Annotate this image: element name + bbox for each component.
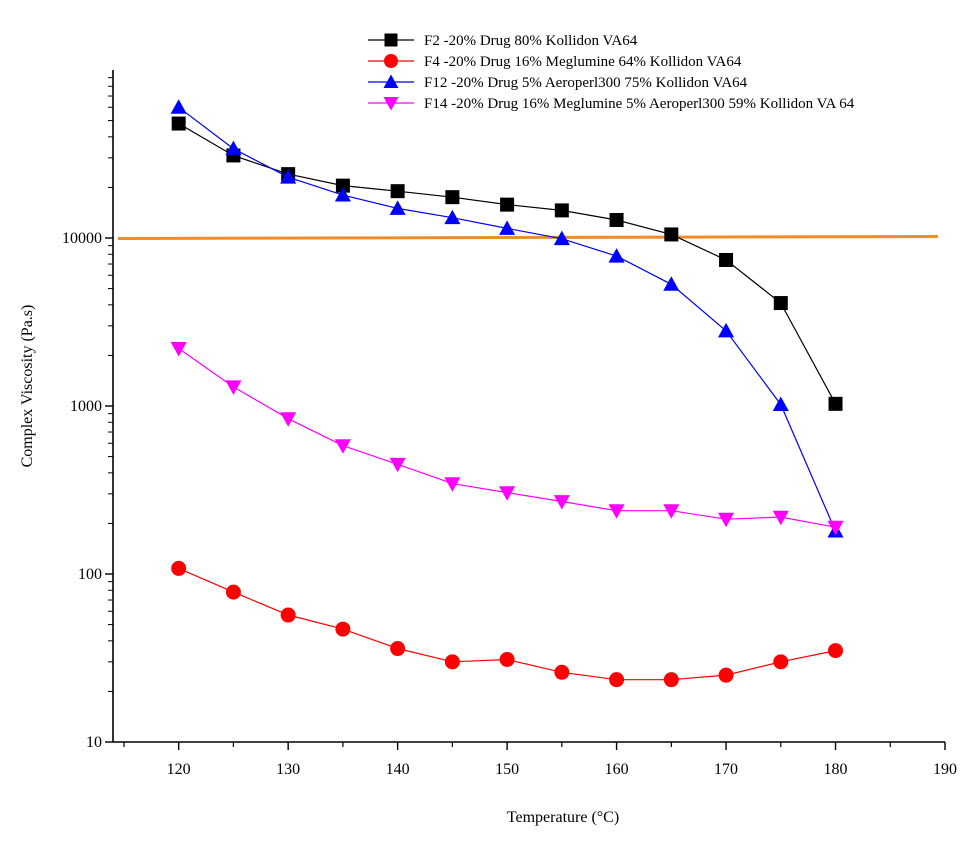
series-line [178, 106, 837, 532]
x-tick-label: 180 [824, 761, 848, 778]
data-point [389, 457, 406, 473]
x-axis-label: Temperature (°C) [507, 809, 619, 826]
data-point [384, 54, 398, 68]
data-point [499, 486, 516, 501]
data-point [171, 116, 186, 131]
data-point [553, 230, 570, 246]
series-group [171, 560, 844, 688]
data-point [663, 672, 679, 688]
x-tick-label: 150 [495, 761, 519, 778]
series-group [170, 99, 844, 538]
data-point [772, 396, 789, 411]
plot-area [117, 99, 939, 688]
data-point [609, 212, 624, 227]
data-point [608, 248, 625, 263]
data-point [445, 190, 460, 205]
data-point [663, 276, 680, 291]
data-point [280, 412, 297, 427]
legend-label: F2 -20% Drug 80% Kollidon VA64 [424, 33, 638, 49]
data-point [383, 97, 399, 111]
y-tick-label: 100 [78, 566, 102, 583]
data-point [335, 178, 350, 193]
data-point [389, 200, 406, 215]
legend-label: F4 -20% Drug 16% Meglumine 64% Kollidon … [424, 54, 742, 70]
series-group [171, 116, 843, 411]
data-point [334, 439, 351, 454]
data-point [553, 495, 570, 510]
data-point [225, 584, 241, 600]
data-point [384, 33, 398, 47]
data-point [608, 504, 625, 519]
data-point [170, 99, 187, 114]
data-point [280, 169, 297, 184]
x-tick-label: 170 [714, 761, 738, 778]
data-point [335, 621, 351, 637]
data-point [171, 560, 187, 576]
data-point [609, 672, 625, 688]
data-point [225, 380, 242, 395]
legend-label: F14 -20% Drug 16% Meglumine 5% Aeroperl3… [424, 96, 855, 112]
data-point [170, 342, 187, 357]
data-point [444, 477, 461, 492]
data-point [444, 209, 461, 225]
y-axis-label: Complex Viscosity (Pa.s) [19, 305, 36, 468]
series-group [170, 342, 844, 536]
data-point [500, 197, 515, 212]
data-point [554, 203, 569, 218]
series-line [178, 123, 837, 405]
data-point [334, 187, 351, 202]
y-tick-label: 10000 [62, 230, 102, 247]
data-point [828, 396, 843, 411]
axes: 120 130 140 150 160 170 180 190 10 100 1000 10000 [62, 70, 957, 778]
data-point [664, 227, 679, 242]
data-point [390, 641, 406, 657]
data-point [383, 74, 399, 88]
data-point [225, 140, 242, 156]
y-tick-label: 1000 [70, 398, 102, 415]
legend-label: F12 -20% Drug 5% Aeroperl300 75% Kollido… [424, 75, 748, 91]
data-point [444, 654, 460, 670]
data-point [772, 510, 789, 526]
data-point [828, 643, 844, 659]
x-tick-label: 140 [386, 761, 410, 778]
data-point [554, 664, 570, 680]
y-tick-label: 10 [86, 734, 102, 751]
data-point [773, 296, 788, 311]
data-point [718, 667, 734, 683]
data-point [719, 252, 734, 267]
data-point [718, 322, 735, 338]
data-point [773, 654, 789, 670]
x-tick-label: 190 [933, 761, 957, 778]
data-point [663, 504, 680, 519]
x-tick-label: 160 [605, 761, 629, 778]
data-point [499, 651, 515, 667]
data-point [280, 607, 296, 623]
x-tick-label: 120 [167, 761, 191, 778]
data-point [718, 512, 735, 528]
data-point [827, 520, 844, 536]
x-tick-label: 130 [276, 761, 300, 778]
data-point [390, 184, 405, 199]
legend: F2 -20% Drug 80% Kollidon VA64 F4 -20% Dr… [368, 33, 855, 112]
data-point [499, 220, 516, 235]
reference-line [117, 235, 939, 240]
